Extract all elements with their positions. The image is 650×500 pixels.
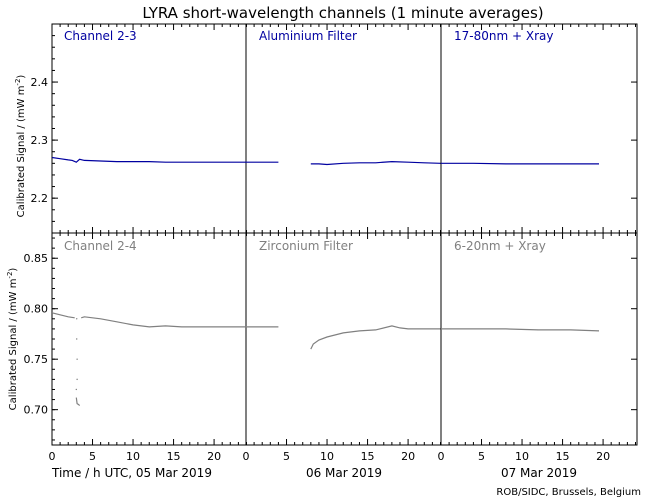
bottom-y-tick-label-0: 0.70: [24, 404, 49, 417]
bottom-panel-0-dip-point-3: [76, 378, 78, 381]
bottom-y-tick-label-1: 0.75: [24, 353, 49, 366]
x-tick-label-panel-0-5: 5: [89, 450, 96, 463]
x-tick-label-panel-2-20: 20: [596, 450, 610, 463]
panel-label-6-20nm-xray: 6-20nm + Xray: [454, 239, 546, 253]
top-y-axis-title-sup: -2: [14, 79, 22, 86]
top-panel-0-series-line: [51, 156, 247, 163]
top-y-tick-label-0: 2.2: [31, 192, 49, 205]
x-tick-label-panel-2-10: 10: [515, 450, 529, 463]
x-tick-label-panel-2-5: 5: [478, 450, 485, 463]
day-label-06-mar: 06 Mar 2019: [306, 466, 382, 480]
x-tick-label-panel-1-15: 15: [361, 450, 375, 463]
top-panel-1-series2-line: [310, 160, 441, 166]
x-tick-label-panel-1-10: 10: [320, 450, 334, 463]
chart-title: LYRA short-wavelength channels (1 minute…: [142, 4, 543, 22]
x-tick-label-panel-2-15: 15: [556, 450, 570, 463]
panel-label-channel-2-3: Channel 2-3: [64, 29, 137, 43]
bottom-panel-0-dip-point-2: [76, 358, 78, 360]
bottom-y-axis-title: Calibrated Signal / (mW m-2): [6, 268, 19, 411]
x-axis-title: Time / h UTC, 05 Mar 2019: [51, 466, 212, 480]
bottom-panel-0-series-line: [51, 312, 75, 319]
x-tick-label-panel-0-20: 20: [207, 450, 221, 463]
bottom-panel-0-dip-point-4: [75, 388, 78, 391]
x-tick-label-panel-1-5: 5: [283, 450, 290, 463]
top-y-tick-label-1: 2.3: [31, 134, 49, 147]
bottom-y-tick-label-2: 0.80: [24, 303, 49, 316]
top-y-tick-label-2: 2.4: [31, 76, 49, 89]
panel-label-aluminium-filter: Aluminium Filter: [259, 29, 357, 43]
x-tick-label-panel-1-20: 20: [401, 450, 415, 463]
bottom-panel-0-series2-line: [81, 316, 247, 328]
bottom-y-axis-title-main: Calibrated Signal / (mW m: [8, 279, 19, 411]
top-panel-2-series-line: [441, 162, 599, 165]
chart-marks: 2.2 2.3 2.4 0.70 0.75 0.80 0.85 0 5 10 15 20 0 5 10 15 2…: [24, 23, 637, 463]
panel-label-zirconium-filter: Zirconium Filter: [259, 239, 353, 253]
top-y-axis-title-end: ): [16, 75, 27, 79]
bottom-y-axis-title-sup: -2: [6, 272, 14, 279]
bottom-panel-1-series2-line: [310, 325, 441, 350]
x-tick-label-panel-0-10: 10: [126, 450, 140, 463]
bottom-panel-0-dip-point-1: [76, 338, 78, 340]
bottom-panel-2-series-line: [441, 328, 600, 332]
top-y-axis-title-main: Calibrated Signal / (mW m: [16, 86, 27, 218]
panel-label-channel-2-4: Channel 2-4: [64, 239, 137, 253]
x-tick-label-panel-0-15: 15: [167, 450, 181, 463]
credit-text: ROB/SIDC, Brussels, Belgium: [496, 487, 641, 498]
x-tick-label-panel-2-0: 0: [438, 450, 445, 463]
x-tick-label-panel-1-0: 0: [243, 450, 250, 463]
bottom-panel-0-dip-point-0: [76, 318, 78, 320]
bottom-y-tick-label-3: 0.85: [24, 252, 49, 265]
top-y-axis-title: Calibrated Signal / (mW m-2): [14, 75, 27, 218]
day-label-07-mar: 07 Mar 2019: [501, 466, 577, 480]
bottom-panel-0-dip-line: [75, 397, 81, 407]
bottom-y-axis-title-end: ): [8, 268, 19, 272]
panel-label-17-80nm-xray: 17-80nm + Xray: [454, 29, 553, 43]
x-tick-label-panel-0-0: 0: [49, 450, 56, 463]
